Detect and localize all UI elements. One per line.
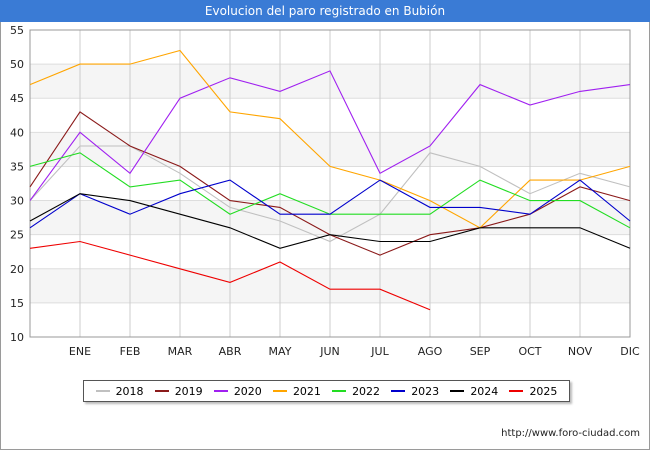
x-tick-label: SEP: [470, 345, 491, 358]
legend-label: 2018: [115, 384, 144, 398]
y-tick-label: 20: [10, 263, 24, 276]
x-tick-label: JUN: [319, 345, 340, 358]
legend-label: 2025: [529, 384, 558, 398]
legend-item-2019: 2019: [154, 384, 203, 398]
series-line-2024: [29, 193, 631, 249]
legend-swatch: [450, 390, 465, 392]
chart-title: Evolucion del paro registrado en Bubión: [0, 0, 650, 22]
x-tick-label: ABR: [219, 345, 242, 358]
series-line-2020: [29, 70, 631, 201]
legend-label: 2019: [174, 384, 203, 398]
y-tick-label: 25: [10, 229, 24, 242]
legend-label: 2020: [233, 384, 262, 398]
legend: 2018 2019 2020 2021 2022 2023 2024 2025: [83, 380, 570, 402]
legend-swatch: [213, 390, 228, 392]
plot-border: [29, 29, 631, 338]
legend-item-2023: 2023: [391, 385, 439, 398]
series-line-2023: [29, 179, 631, 229]
legend-swatch: [332, 390, 347, 392]
axes: [29, 29, 631, 338]
y-tick-label: 15: [10, 297, 24, 310]
y-tick-label: 50: [10, 58, 24, 71]
y-tick-label: 45: [10, 92, 24, 105]
series-lines: [29, 49, 631, 311]
x-tick-label: NOV: [568, 345, 593, 358]
x-tick-label: OCT: [518, 345, 541, 358]
x-tick-label: JUL: [370, 345, 389, 358]
legend-label: 2021: [292, 384, 321, 398]
legend-item-2025: 2025: [509, 385, 557, 398]
x-tick-labels: ENE FEB MAR ABR MAY JUN JUL AGO SEP OCT NOV DIC: [69, 345, 640, 358]
x-tick-label: ENE: [69, 345, 91, 358]
x-tick-label: DIC: [620, 345, 640, 358]
y-tick-label: 55: [10, 24, 24, 37]
legend-swatch: [509, 390, 524, 392]
source-link[interactable]: http://www.foro-ciudad.com: [501, 428, 640, 439]
legend-item-2018: 2018: [95, 384, 144, 398]
x-tick-label: AGO: [418, 345, 443, 358]
legend-swatch: [272, 390, 287, 392]
y-tick-label: 10: [10, 331, 24, 344]
y-tick-label: 30: [10, 195, 24, 208]
legend-label: 2024: [470, 384, 499, 398]
y-tick-labels: 10 15 20 25 30 35 40 45 50 55: [10, 24, 24, 344]
y-tick-label: 35: [10, 160, 24, 173]
series-line-2021: [29, 49, 631, 229]
legend-label: 2022: [352, 384, 381, 398]
series-line-2025: [29, 240, 431, 311]
legend-swatch: [391, 390, 406, 392]
legend-swatch: [154, 390, 169, 392]
legend-swatch: [95, 390, 110, 392]
x-tick-label: MAR: [168, 345, 193, 358]
legend-item-2024: 2024: [450, 385, 498, 398]
x-tick-label: MAY: [269, 345, 292, 358]
y-tick-label: 40: [10, 126, 24, 139]
legend-item-2021: 2021: [272, 384, 321, 398]
legend-item-2020: 2020: [213, 384, 262, 398]
x-tick-label: FEB: [120, 345, 141, 358]
legend-label: 2023: [411, 384, 440, 398]
legend-item-2022: 2022: [332, 385, 380, 398]
